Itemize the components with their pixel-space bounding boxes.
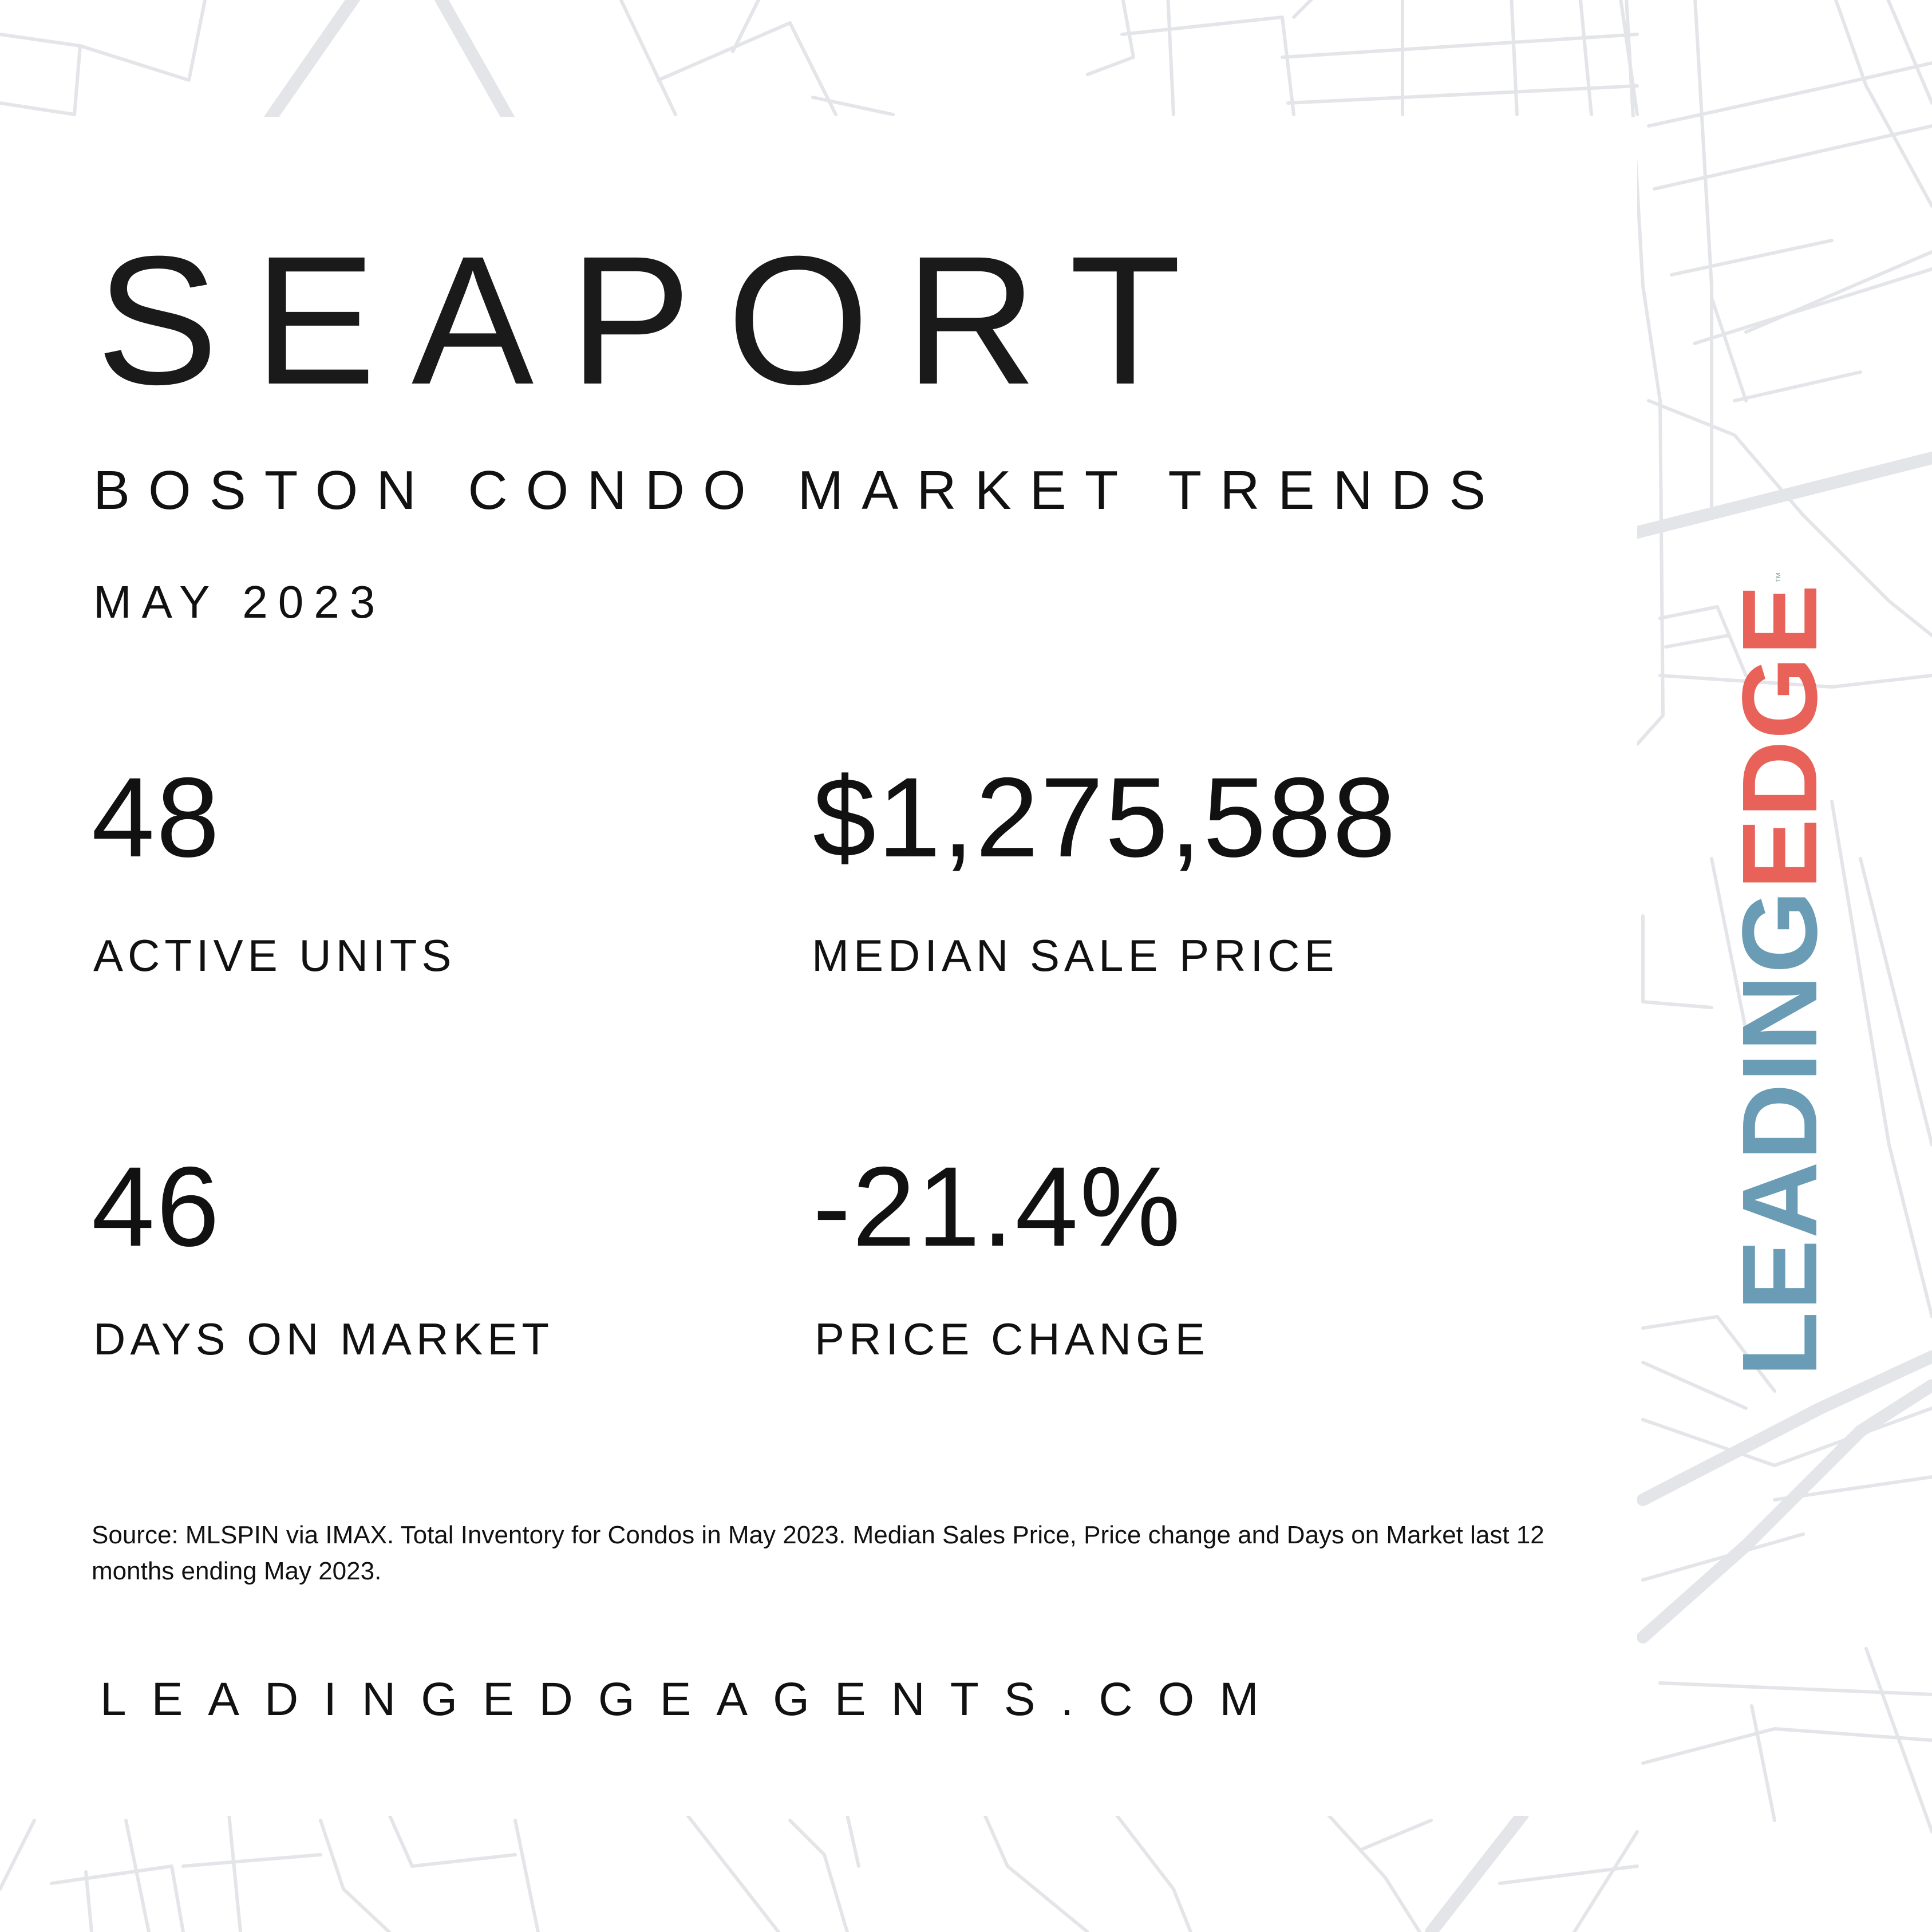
- stat-value: 48: [92, 754, 222, 880]
- leadingedge-logo: LEADINGEDGE™: [1721, 570, 1839, 1377]
- map-roads-right: [1625, 0, 1932, 1834]
- stat-value: $1,275,588: [813, 754, 1397, 880]
- report-date: MAY 2023: [93, 576, 386, 627]
- stat-label: ACTIVE UNITS: [93, 930, 456, 981]
- map-roads-top: [0, 0, 1639, 127]
- stat-value: 46: [92, 1143, 222, 1270]
- stat-value: -21.4%: [813, 1143, 1183, 1270]
- website-link[interactable]: LEADINGEDGEAGENTS.COM: [100, 1673, 1284, 1725]
- stat-label: PRICE CHANGE: [815, 1314, 1210, 1364]
- stat-label: DAYS ON MARKET: [93, 1314, 554, 1364]
- logo-trademark: ™: [1774, 570, 1787, 583]
- stat-label: MEDIAN SALE PRICE: [812, 930, 1339, 981]
- map-roads-left: [0, 101, 76, 116]
- content-card: SEAPORT BOSTON CONDO MARKET TRENDS MAY 2…: [0, 117, 1637, 1816]
- page-title: SEAPORT: [96, 218, 1217, 422]
- logo-leading-text: LEADING: [1721, 890, 1839, 1377]
- page-subtitle: BOSTON CONDO MARKET TRENDS: [93, 460, 1504, 521]
- source-note: Source: MLSPIN via IMAX. Total Inventory…: [92, 1521, 1544, 1585]
- logo-edge-text: EDGE: [1721, 583, 1839, 890]
- map-roads-bottom: [0, 1808, 1639, 1932]
